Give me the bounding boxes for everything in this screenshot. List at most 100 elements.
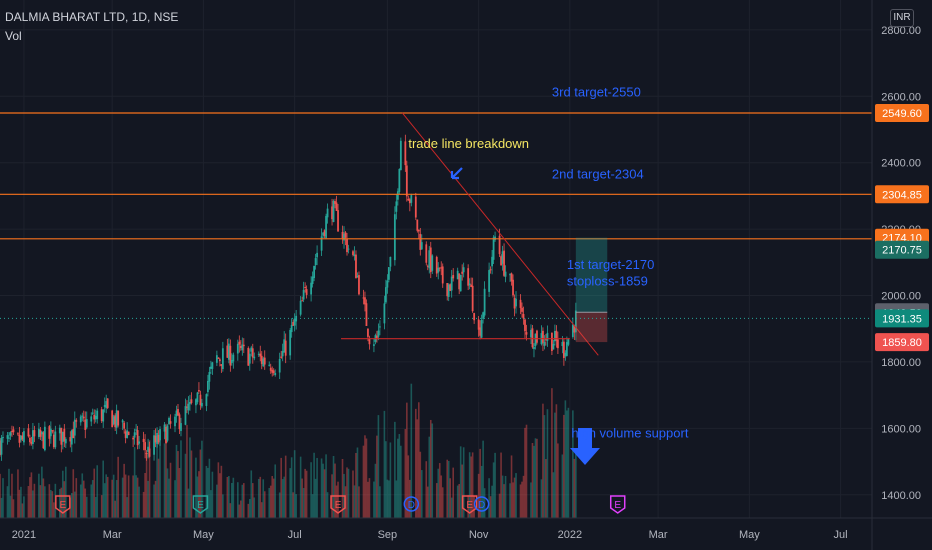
candle-body bbox=[467, 268, 470, 286]
candle-body bbox=[533, 346, 535, 350]
candle-body bbox=[512, 279, 514, 296]
candle-body bbox=[114, 415, 117, 428]
candle-body bbox=[217, 357, 220, 359]
volume-bar bbox=[470, 456, 472, 518]
volume-bar bbox=[533, 445, 535, 518]
candle-body bbox=[456, 270, 459, 280]
candle-body bbox=[561, 341, 564, 347]
candle-body bbox=[452, 275, 455, 279]
candle-body bbox=[251, 348, 254, 358]
candle-body bbox=[398, 168, 401, 192]
volume-bar bbox=[441, 487, 444, 518]
volume-bar bbox=[48, 484, 51, 518]
candle-body bbox=[242, 344, 245, 347]
price-axis-tick-label: 2800.00 bbox=[881, 25, 921, 37]
annotation-text: high volume support bbox=[571, 425, 688, 440]
volume-bar bbox=[220, 465, 223, 518]
volume-bar bbox=[259, 476, 262, 518]
candle-body bbox=[72, 429, 75, 438]
volume-bar bbox=[358, 486, 360, 518]
currency-badge[interactable]: INR bbox=[890, 9, 914, 27]
candle-body bbox=[96, 410, 99, 420]
candle-body bbox=[316, 252, 318, 258]
candle-body bbox=[12, 429, 15, 433]
candle-body bbox=[395, 201, 398, 212]
volume-bar bbox=[498, 493, 501, 518]
candle-body bbox=[48, 426, 51, 439]
volume-bar bbox=[41, 466, 43, 518]
candle-body bbox=[510, 273, 513, 282]
candle-body bbox=[178, 414, 181, 430]
volume-bar bbox=[217, 462, 220, 518]
price-label-box bbox=[875, 240, 929, 259]
volume-bar bbox=[572, 410, 574, 518]
candle-body bbox=[236, 343, 239, 354]
candle-body bbox=[106, 398, 109, 408]
volume-bar bbox=[575, 451, 577, 518]
candle-body bbox=[362, 297, 365, 299]
earnings-event-icon bbox=[609, 495, 626, 514]
volume-indicator-label[interactable]: Vol bbox=[5, 29, 22, 43]
volume-bar bbox=[73, 491, 76, 518]
annotation-text: stoploss-1859 bbox=[567, 274, 648, 289]
time-axis-tick-label: May bbox=[193, 529, 214, 541]
volume-bar bbox=[196, 476, 199, 518]
candle-body bbox=[407, 198, 410, 201]
volume-bar bbox=[438, 463, 441, 518]
candle-body bbox=[215, 355, 218, 363]
volume-bar bbox=[435, 483, 438, 518]
volume-bar bbox=[289, 468, 291, 518]
candle-body bbox=[166, 425, 169, 441]
candle-body bbox=[259, 353, 262, 357]
volume-bar bbox=[374, 463, 377, 518]
candle-body bbox=[75, 420, 78, 422]
candle-body bbox=[564, 352, 567, 357]
volume-bar bbox=[417, 402, 420, 518]
candle-body bbox=[248, 353, 251, 364]
candle-body bbox=[186, 406, 188, 408]
candle-body bbox=[347, 248, 350, 250]
candle-body bbox=[126, 430, 129, 439]
candle-body bbox=[302, 289, 305, 300]
candle-body bbox=[405, 165, 408, 197]
time-axis-tick-label: 2021 bbox=[12, 529, 36, 541]
candle-body bbox=[221, 348, 224, 370]
candle-body bbox=[247, 347, 250, 366]
volume-bar bbox=[274, 464, 277, 518]
volume-bar bbox=[530, 482, 532, 518]
candle-body bbox=[437, 267, 440, 273]
volume-bar bbox=[400, 445, 402, 518]
volume-bar bbox=[449, 478, 452, 518]
candle-body bbox=[198, 390, 200, 392]
volume-bar bbox=[513, 477, 516, 518]
candle-body bbox=[260, 355, 263, 364]
arrow-down-left-icon bbox=[450, 167, 463, 180]
candle-body bbox=[123, 422, 126, 429]
candle-body bbox=[148, 448, 151, 457]
candle-body bbox=[2, 437, 4, 439]
symbol-title[interactable]: DALMIA BHARAT LTD, 1D, NSE bbox=[5, 10, 179, 24]
volume-bar bbox=[142, 491, 145, 518]
candle-body bbox=[11, 431, 13, 433]
price-label-text: 1931.35 bbox=[882, 313, 922, 325]
candle-body bbox=[58, 427, 61, 434]
volume-bar bbox=[154, 480, 157, 518]
volume-bar bbox=[29, 477, 31, 518]
volume-bar bbox=[44, 486, 46, 518]
volume-bar bbox=[156, 443, 158, 518]
candle-body bbox=[290, 324, 293, 333]
volume-bar bbox=[353, 485, 356, 518]
candle-body bbox=[64, 438, 67, 444]
candle-body bbox=[144, 442, 146, 451]
volume-bar bbox=[295, 494, 297, 518]
candle-body bbox=[17, 433, 19, 435]
candle-body bbox=[165, 427, 167, 444]
volume-bar bbox=[94, 496, 97, 518]
volume-bar bbox=[105, 474, 107, 518]
candle-body bbox=[23, 431, 25, 443]
price-label-box bbox=[875, 104, 929, 123]
volume-bar bbox=[121, 477, 124, 518]
volume-bar bbox=[27, 486, 30, 518]
candle-body bbox=[138, 441, 141, 444]
